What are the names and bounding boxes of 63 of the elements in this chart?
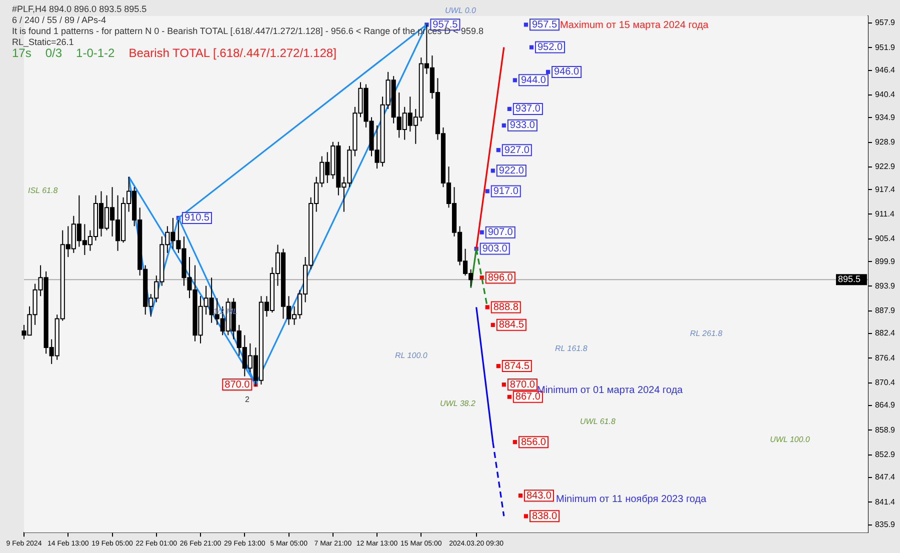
- annotation: RL 161.8: [555, 344, 588, 353]
- data-label: 856.0: [520, 436, 546, 448]
- annotation: ISL 61.8: [28, 186, 58, 195]
- y-tick-label: 951.9: [874, 42, 896, 52]
- y-tick-label: 946.4: [874, 65, 896, 74]
- annotation: UWL 100.0: [770, 435, 810, 444]
- data-label: 884.5: [498, 320, 524, 331]
- data-label: 843.0: [526, 490, 552, 502]
- annotation: Maximum от 15 марта 2024 года: [560, 20, 708, 31]
- data-label: 903.0: [482, 244, 508, 255]
- data-label: 937.0: [515, 104, 541, 115]
- annotation: Minimum от 11 ноября 2023 года: [556, 494, 706, 505]
- data-label: 867.0: [515, 392, 541, 403]
- annotation: 0/3: [45, 46, 62, 60]
- data-label: 874.5: [504, 360, 530, 372]
- y-tick-label: 911.4: [874, 209, 895, 218]
- data-label: 870.0: [510, 379, 536, 390]
- ref-line-label: 895.5: [838, 274, 861, 284]
- y-tick-label: 876.4: [874, 353, 896, 362]
- y-tick-label: 864.9: [874, 400, 896, 410]
- data-label: 910.5: [184, 212, 210, 224]
- y-tick-label: 847.4: [874, 472, 896, 482]
- y-tick-label: 922.9: [874, 162, 896, 172]
- data-label: 922.0: [498, 165, 524, 176]
- y-tick-label: 917.4: [874, 184, 896, 194]
- text: #PLF,H4 894.0 896.0 893.5 895.5: [12, 4, 147, 14]
- annotation: Bearish TOTAL [.618/.447/1.272/1.128]: [128, 46, 336, 60]
- data-label: 888.8: [493, 302, 519, 313]
- data-label: 933.0: [510, 120, 536, 132]
- annotation: 17s: [12, 46, 32, 60]
- data-label: 957.5: [532, 19, 558, 30]
- y-tick-label: 899.9: [874, 256, 896, 266]
- y-tick-label: 905.4: [874, 234, 896, 244]
- y-tick-label: 934.9: [874, 112, 896, 122]
- y-tick-label: 893.9: [874, 281, 896, 290]
- annotation: RL 100.0: [395, 351, 428, 360]
- data-label: 907.0: [488, 227, 514, 238]
- y-tick-label: 882.4: [874, 328, 896, 338]
- data-label: 952.0: [537, 42, 563, 54]
- annotation: RL_Static=26.1: [12, 37, 74, 47]
- y-tick-label: 928.9: [874, 137, 896, 146]
- y-tick-label: 835.9: [874, 520, 896, 529]
- y-tick-label: 870.4: [874, 378, 896, 388]
- data-label: 944.0: [520, 74, 546, 86]
- y-tick-label: 852.9: [874, 450, 896, 460]
- y-tick-label: 887.9: [874, 306, 896, 316]
- y-tick-label: 858.9: [874, 425, 896, 434]
- text: UWL 0.0: [445, 6, 476, 15]
- data-label: 896.0: [488, 272, 514, 284]
- data-label: 917.0: [493, 186, 519, 197]
- annotation: 1-0-1-2: [76, 46, 115, 60]
- y-tick-label: 841.4: [874, 497, 896, 506]
- annotation: 2: [245, 395, 250, 404]
- annotation: UWL 61.8: [580, 417, 616, 426]
- data-label: 927.0: [504, 144, 530, 156]
- data-label: 870.0: [224, 379, 250, 390]
- annotation: UWL 38.2: [440, 399, 476, 408]
- y-tick-label: 957.9: [874, 18, 896, 28]
- data-label: 838.0: [532, 510, 558, 522]
- annotation: RL 261.8: [690, 329, 722, 338]
- annotation: 6 / 240 / 55 / 89 / APs-4: [12, 15, 106, 25]
- y-tick-label: 940.4: [874, 90, 896, 100]
- data-label: 946.0: [554, 66, 580, 78]
